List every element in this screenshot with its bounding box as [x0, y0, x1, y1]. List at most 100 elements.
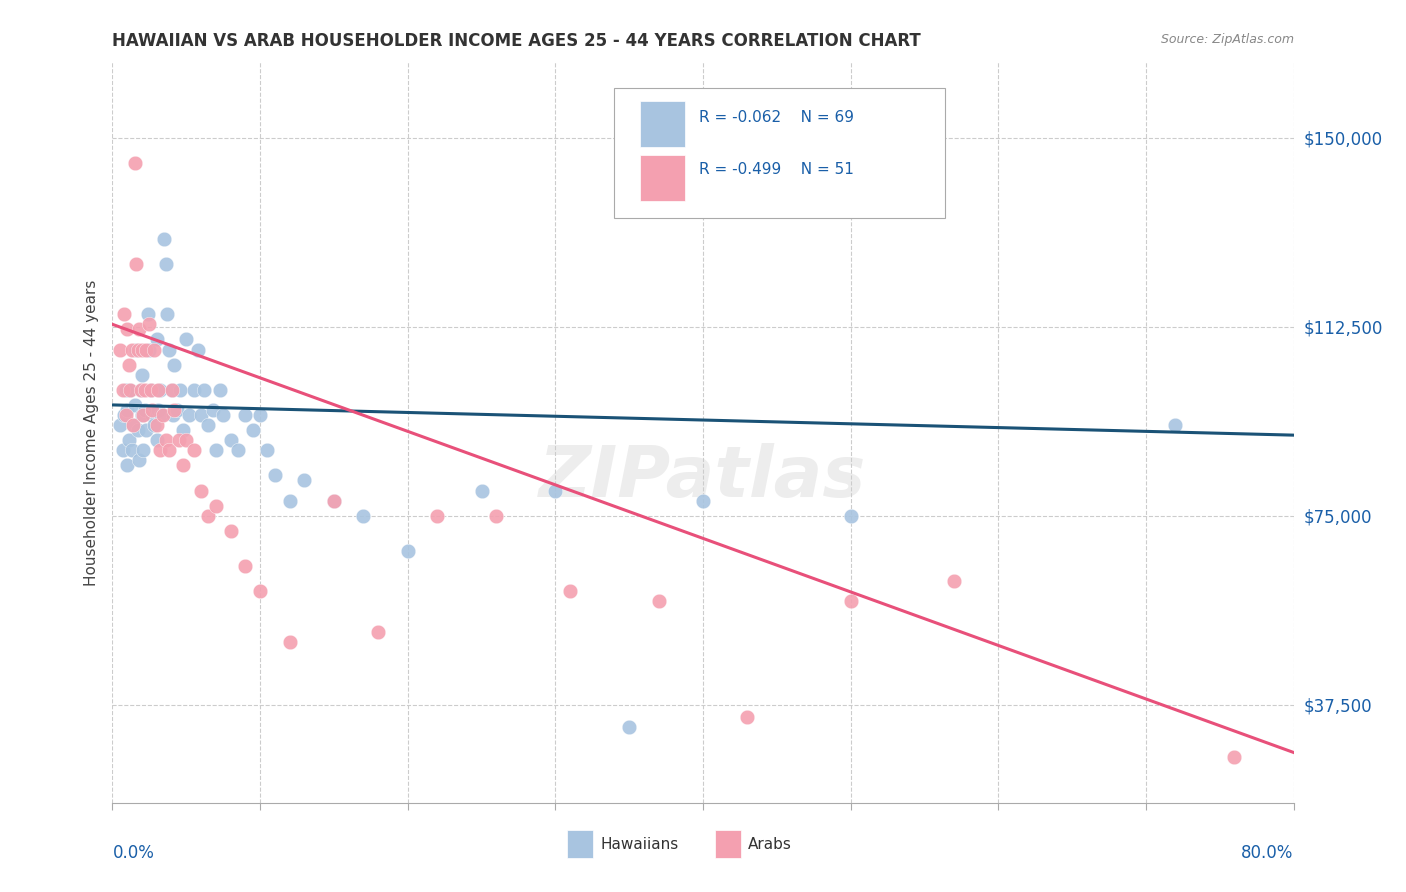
Point — [197, 508, 219, 523]
Point — [155, 433, 177, 447]
Point — [118, 433, 141, 447]
Point — [131, 368, 153, 382]
Point — [156, 307, 179, 321]
Point — [174, 333, 197, 347]
Point — [209, 383, 232, 397]
Point — [292, 474, 315, 488]
Point — [839, 594, 862, 608]
Point — [117, 403, 138, 417]
Point — [141, 408, 163, 422]
Point — [163, 403, 186, 417]
Point — [737, 710, 759, 724]
Point — [132, 408, 155, 422]
Point — [558, 584, 582, 599]
Point — [367, 624, 389, 639]
Point — [132, 443, 155, 458]
Point — [117, 458, 138, 473]
Point — [128, 453, 150, 467]
Point — [150, 408, 173, 422]
Point — [692, 493, 714, 508]
Point — [142, 418, 165, 433]
Point — [197, 418, 219, 433]
Point — [155, 257, 177, 271]
Point — [839, 508, 862, 523]
Point — [157, 443, 180, 458]
Point — [128, 322, 150, 336]
Point — [190, 408, 212, 422]
Point — [124, 398, 146, 412]
Point — [167, 433, 190, 447]
Point — [129, 383, 152, 397]
Point — [146, 418, 169, 433]
Point — [1164, 418, 1187, 433]
Point — [226, 443, 249, 458]
FancyBboxPatch shape — [640, 102, 685, 147]
Point — [149, 443, 172, 458]
Point — [485, 508, 508, 523]
Point — [148, 403, 170, 417]
Point — [108, 343, 131, 357]
Point — [396, 544, 419, 558]
Point — [112, 408, 135, 422]
Point — [249, 408, 271, 422]
Point — [125, 343, 148, 357]
Point — [183, 443, 205, 458]
Point — [242, 423, 264, 437]
Point — [120, 383, 142, 397]
Point — [323, 493, 346, 508]
Text: Source: ZipAtlas.com: Source: ZipAtlas.com — [1160, 33, 1294, 45]
Point — [249, 584, 271, 599]
Point — [118, 358, 141, 372]
FancyBboxPatch shape — [567, 830, 593, 858]
Point — [193, 383, 215, 397]
Point — [114, 383, 136, 397]
Point — [163, 358, 186, 372]
Point — [122, 418, 145, 433]
Point — [120, 383, 142, 397]
Point — [183, 383, 205, 397]
Point — [233, 559, 256, 574]
FancyBboxPatch shape — [614, 88, 945, 218]
FancyBboxPatch shape — [714, 830, 741, 858]
Point — [157, 343, 180, 357]
Text: Hawaiians: Hawaiians — [600, 837, 679, 852]
Point — [114, 408, 136, 422]
Point — [124, 156, 146, 170]
Point — [160, 383, 183, 397]
Point — [212, 408, 235, 422]
Point — [619, 720, 641, 734]
Point — [117, 322, 138, 336]
Point — [647, 594, 671, 608]
Text: 80.0%: 80.0% — [1241, 844, 1294, 862]
Point — [544, 483, 567, 498]
Point — [148, 383, 170, 397]
Point — [152, 408, 174, 422]
Point — [138, 343, 160, 357]
Point — [146, 433, 169, 447]
Point — [172, 423, 194, 437]
Point — [108, 418, 131, 433]
Point — [138, 318, 160, 332]
Point — [112, 307, 135, 321]
Point — [153, 232, 176, 246]
Point — [135, 343, 157, 357]
Text: Arabs: Arabs — [748, 837, 792, 852]
Y-axis label: Householder Income Ages 25 - 44 years: Householder Income Ages 25 - 44 years — [83, 279, 98, 586]
Point — [1223, 750, 1246, 764]
Point — [149, 383, 172, 397]
Point — [122, 418, 145, 433]
Point — [142, 343, 165, 357]
Point — [190, 483, 212, 498]
Point — [139, 383, 162, 397]
Point — [205, 499, 228, 513]
FancyBboxPatch shape — [640, 155, 685, 202]
Point — [136, 307, 159, 321]
Point — [219, 524, 242, 538]
Point — [169, 383, 191, 397]
Point — [162, 408, 184, 422]
Point — [166, 403, 188, 417]
Point — [121, 443, 143, 458]
Point — [352, 508, 374, 523]
Point — [219, 433, 242, 447]
Point — [160, 383, 183, 397]
